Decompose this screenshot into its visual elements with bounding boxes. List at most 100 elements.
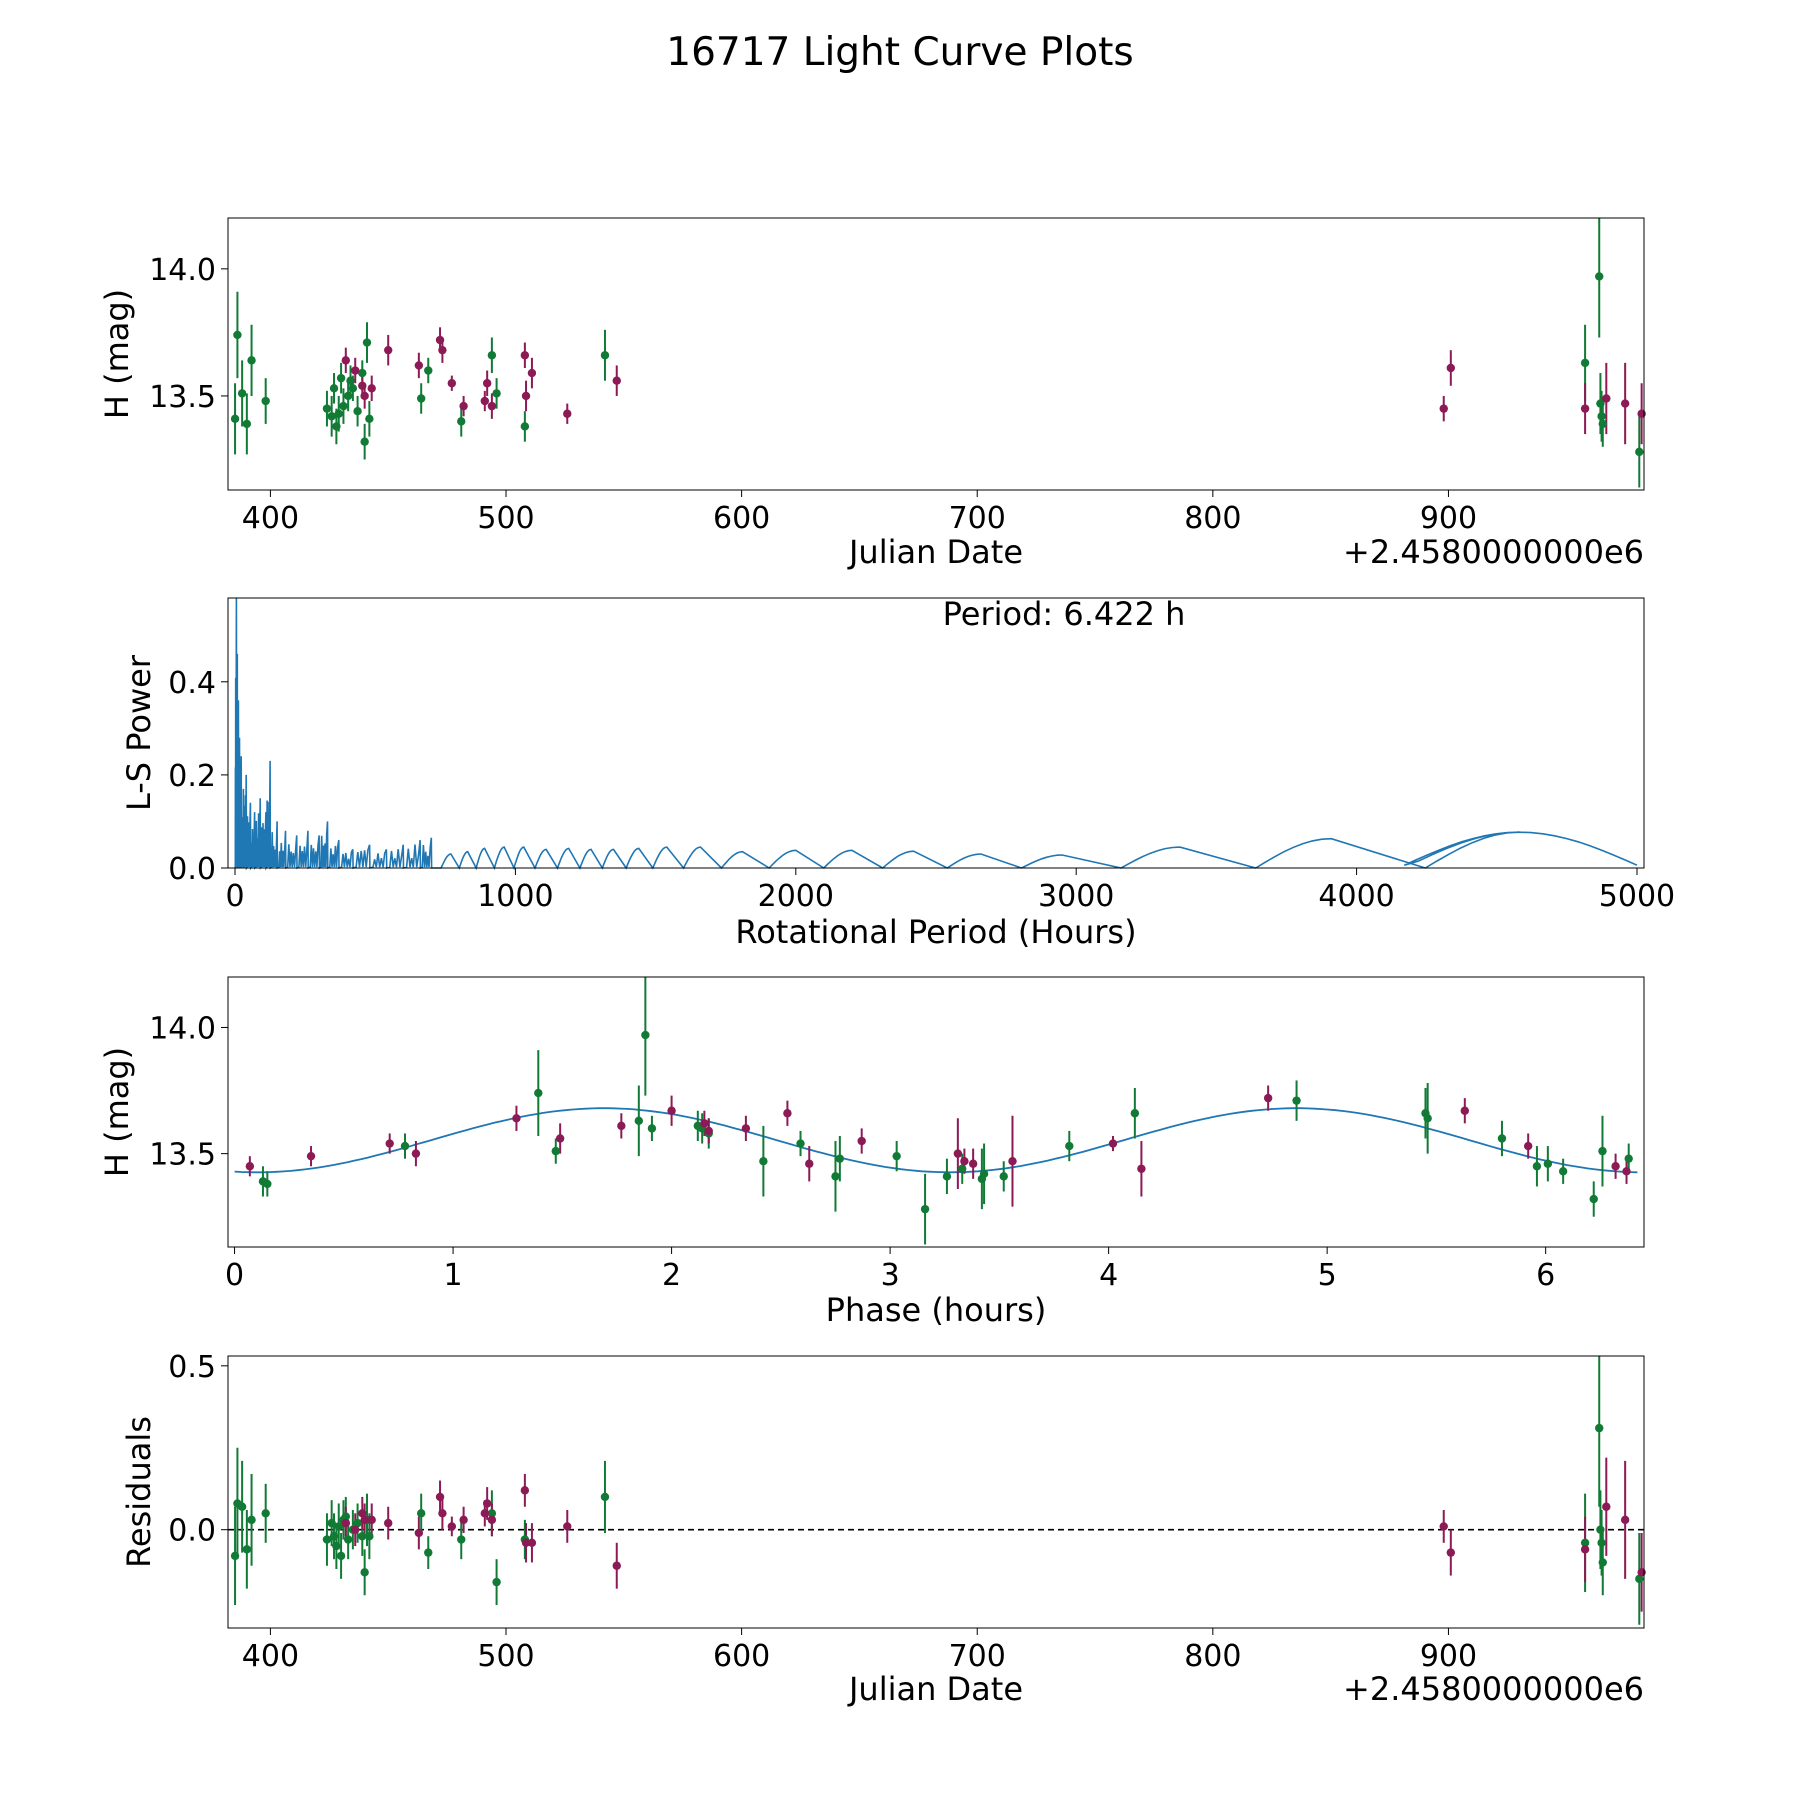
res-point-maroon [1447, 1548, 1455, 1556]
lc-point-maroon [528, 369, 536, 377]
phase-point-green [1292, 1096, 1300, 1104]
phase-ticks: 0 1 2 3 4 5 613.514.0 [149, 1011, 1555, 1293]
x-tick-label: 800 [1184, 501, 1241, 536]
lc-point-maroon [438, 346, 446, 354]
res-point-maroon [415, 1529, 423, 1537]
lc-point-green [365, 415, 373, 423]
phase-point-green [1590, 1195, 1598, 1203]
phase-point-maroon [705, 1127, 713, 1135]
res-point-green [247, 1516, 255, 1524]
phase-point-maroon [512, 1114, 520, 1122]
lc-point-green [424, 366, 432, 374]
res-point-maroon [436, 1493, 444, 1501]
res-point-maroon [342, 1519, 350, 1527]
ls-ylabel: L-S Power [120, 654, 158, 811]
y-tick-label: 14.0 [149, 1011, 216, 1046]
x-tick-label: 2000 [758, 879, 834, 914]
lc-point-maroon [521, 351, 529, 359]
x-tick-label: 5 [1318, 1258, 1337, 1293]
res-point-green [457, 1535, 465, 1543]
panel-periodogram: 0 1000 2000 3000 4000 5000 0.0 0.2 0.4 Period: 6… [120, 595, 1675, 951]
x-tick-label: 800 [1184, 1639, 1241, 1674]
lc-point-maroon [1621, 399, 1629, 407]
lc-point-green [344, 392, 352, 400]
phase-point-maroon [954, 1149, 962, 1157]
phase-point-green [943, 1172, 951, 1180]
lc-point-green [349, 384, 357, 392]
lc-point-maroon [368, 384, 376, 392]
phase-point-green [1000, 1172, 1008, 1180]
phase-point-green [958, 1165, 966, 1173]
phase-point-maroon [969, 1160, 977, 1168]
lc-point-maroon [459, 402, 467, 410]
lc-point-green [1599, 420, 1607, 428]
phase-point-green [1131, 1109, 1139, 1117]
res-point-maroon [1440, 1522, 1448, 1530]
res-point-green [360, 1568, 368, 1576]
x-tick-label: 6 [1536, 1258, 1555, 1293]
lc-points [231, 272, 1646, 456]
phase-point-green [641, 1031, 649, 1039]
x-tick-label: 400 [242, 1639, 299, 1674]
res-point-green [424, 1548, 432, 1556]
phase-point-maroon [246, 1162, 254, 1170]
lc-point-maroon [358, 382, 366, 390]
phase-point-green [1559, 1167, 1567, 1175]
res-offset-label: +2.4580000000e6 [1343, 1670, 1644, 1708]
x-tick-label: 0 [225, 1258, 244, 1293]
res-errorbars [235, 1356, 1642, 1625]
phase-point-green [1544, 1160, 1552, 1168]
res-point-green [365, 1532, 373, 1540]
lc-point-maroon [563, 410, 571, 418]
lc-ylabel: H (mag) [98, 289, 136, 419]
x-tick-label: 4000 [1318, 879, 1394, 914]
y-tick-label: 0.0 [168, 852, 216, 887]
y-tick-label: 0.5 [168, 1350, 216, 1385]
lc-point-green [337, 374, 345, 382]
x-tick-label: 5000 [1599, 879, 1675, 914]
lc-point-green [353, 407, 361, 415]
res-point-green [492, 1578, 500, 1586]
phase-point-green [836, 1154, 844, 1162]
phase-point-green [759, 1157, 767, 1165]
lc-point-maroon [1447, 364, 1455, 372]
y-tick-label: 13.5 [149, 1138, 216, 1173]
lc-point-maroon [483, 379, 491, 387]
phase-point-maroon [307, 1152, 315, 1160]
y-tick-label: 0.0 [168, 1514, 216, 1549]
lc-point-green [339, 402, 347, 410]
lc-point-maroon [1602, 394, 1610, 402]
lc-point-green [363, 338, 371, 346]
x-tick-label: 4 [1099, 1258, 1118, 1293]
lc-point-green [231, 415, 239, 423]
phase-errorbars [250, 977, 1629, 1244]
res-point-maroon [483, 1499, 491, 1507]
lc-point-maroon [351, 366, 359, 374]
res-point-green [261, 1509, 269, 1517]
figure-title: 16717 Light Curve Plots [666, 30, 1133, 75]
lc-point-green [233, 331, 241, 339]
x-tick-label: 3000 [1038, 879, 1114, 914]
lc-point-green [360, 438, 368, 446]
res-point-maroon [368, 1516, 376, 1524]
phase-point-green [552, 1147, 560, 1155]
y-tick-label: 14.0 [149, 253, 216, 288]
panel-residuals: 400 500 600 700 800 9000.00.5 Julian Date +2.… [120, 1350, 1646, 1708]
phase-point-green [796, 1139, 804, 1147]
res-point-maroon [488, 1516, 496, 1524]
ls-power-line [235, 598, 1637, 868]
phase-point-maroon [700, 1119, 708, 1127]
lc-point-green [247, 356, 255, 364]
x-tick-label: 500 [477, 501, 534, 536]
res-point-maroon [1621, 1516, 1629, 1524]
phase-point-green [263, 1180, 271, 1188]
x-tick-label: 600 [713, 501, 770, 536]
phase-point-green [921, 1205, 929, 1213]
phase-xlabel: Phase (hours) [826, 1291, 1047, 1329]
phase-point-green [1065, 1142, 1073, 1150]
lc-point-maroon [415, 361, 423, 369]
lc-point-maroon [1440, 404, 1448, 412]
x-tick-label: 500 [477, 1639, 534, 1674]
res-point-maroon [613, 1562, 621, 1570]
lc-point-green [243, 420, 251, 428]
